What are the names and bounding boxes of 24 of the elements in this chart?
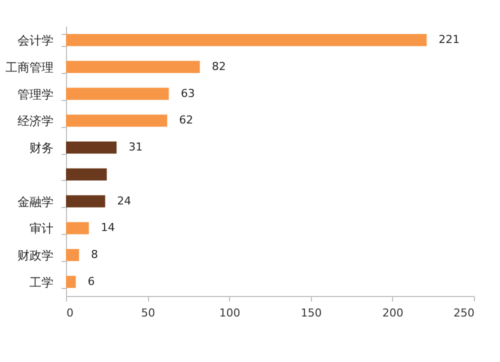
x-tick-label: 0: [66, 306, 74, 320]
y-tick-label: 工商管理: [6, 60, 54, 74]
x-tick-label: 150: [300, 306, 322, 320]
x-tick-label: 250: [454, 306, 474, 320]
y-tick-label: 财政学: [18, 248, 54, 263]
data-label: 8: [91, 248, 98, 262]
data-label: 14: [100, 221, 115, 234]
x-tick-label: 100: [219, 306, 240, 320]
y-tick-label: 工学: [30, 275, 54, 290]
x-tick-label: 50: [141, 306, 156, 320]
data-label: 82: [212, 60, 226, 73]
x-tick-label: 200: [382, 306, 404, 320]
y-tick-label: 经济学: [18, 114, 54, 128]
y-tick-label: 会计学: [18, 34, 54, 48]
data-label: 63: [180, 86, 195, 100]
data-label: 221: [438, 33, 460, 46]
y-tick-label: 财务: [30, 141, 54, 156]
y-tick-label: 管理学: [18, 87, 54, 102]
y-tick-label: 金融学: [18, 194, 54, 209]
data-label: 62: [179, 114, 194, 127]
data-label: 31: [128, 140, 143, 154]
data-label: 6: [88, 274, 95, 288]
y-tick-label: 审计: [30, 222, 54, 236]
data-label: 24: [117, 194, 132, 208]
